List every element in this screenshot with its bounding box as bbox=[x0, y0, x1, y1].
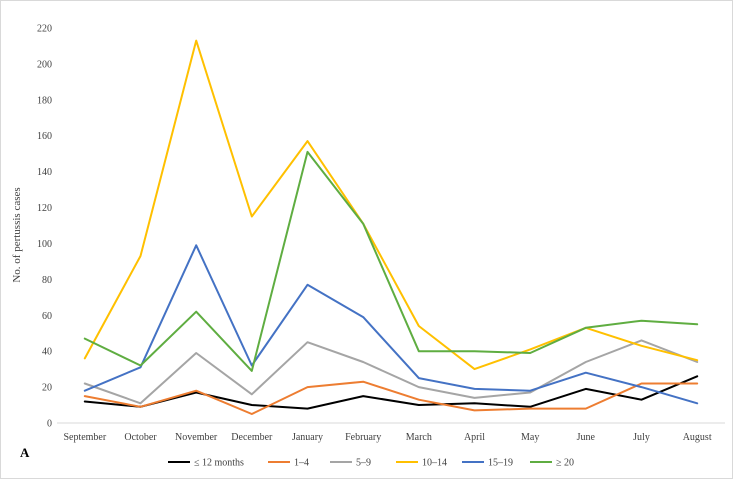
y-tick-label: 40 bbox=[42, 347, 52, 358]
x-axis: September October November December January F… bbox=[57, 422, 725, 443]
x-tick-label: May bbox=[521, 432, 539, 443]
y-tick-label: 0 bbox=[47, 419, 52, 430]
x-tick-label: March bbox=[406, 432, 432, 443]
x-tick-label: February bbox=[345, 432, 381, 443]
series-line bbox=[83, 39, 699, 371]
legend-label: 15–19 bbox=[488, 458, 513, 469]
y-tick-label: 140 bbox=[37, 167, 52, 178]
series-line bbox=[83, 380, 699, 415]
x-tick-label: August bbox=[683, 432, 712, 443]
x-tick-label: June bbox=[577, 432, 596, 443]
y-tick-label: 200 bbox=[37, 59, 52, 70]
y-tick-label: 20 bbox=[42, 383, 52, 394]
x-tick-label: November bbox=[175, 432, 218, 443]
y-axis: 0 20 40 60 80 100 120 140 160 180 200 220 bbox=[37, 24, 52, 430]
series-line bbox=[83, 339, 699, 405]
legend: ≤ 12 months 1–4 5–9 10–14 15–19 ≥ 20 bbox=[168, 458, 574, 469]
legend-label: ≤ 12 months bbox=[194, 458, 244, 469]
x-tick-label: September bbox=[63, 432, 106, 443]
x-tick-label: December bbox=[231, 432, 273, 443]
y-tick-label: 120 bbox=[37, 203, 52, 214]
legend-label: 1–4 bbox=[294, 458, 309, 469]
x-tick-label: July bbox=[633, 432, 650, 443]
legend-label: 5–9 bbox=[356, 458, 371, 469]
x-tick-label: October bbox=[124, 432, 157, 443]
legend-label: ≥ 20 bbox=[556, 458, 574, 469]
series-line bbox=[83, 375, 699, 410]
y-tick-label: 180 bbox=[37, 95, 52, 106]
legend-label: 10–14 bbox=[422, 458, 447, 469]
series-line bbox=[83, 150, 699, 372]
y-axis-label: No. of pertussis cases bbox=[11, 187, 23, 282]
x-tick-label: January bbox=[292, 432, 323, 443]
y-tick-label: 60 bbox=[42, 311, 52, 322]
series-layer bbox=[83, 39, 699, 415]
series-line bbox=[83, 244, 699, 405]
y-tick-label: 80 bbox=[42, 275, 52, 286]
panel-label: A bbox=[20, 445, 30, 460]
y-tick-label: 100 bbox=[37, 239, 52, 250]
y-tick-label: 220 bbox=[37, 24, 52, 35]
x-tick-label: April bbox=[464, 432, 485, 443]
y-tick-label: 160 bbox=[37, 131, 52, 142]
